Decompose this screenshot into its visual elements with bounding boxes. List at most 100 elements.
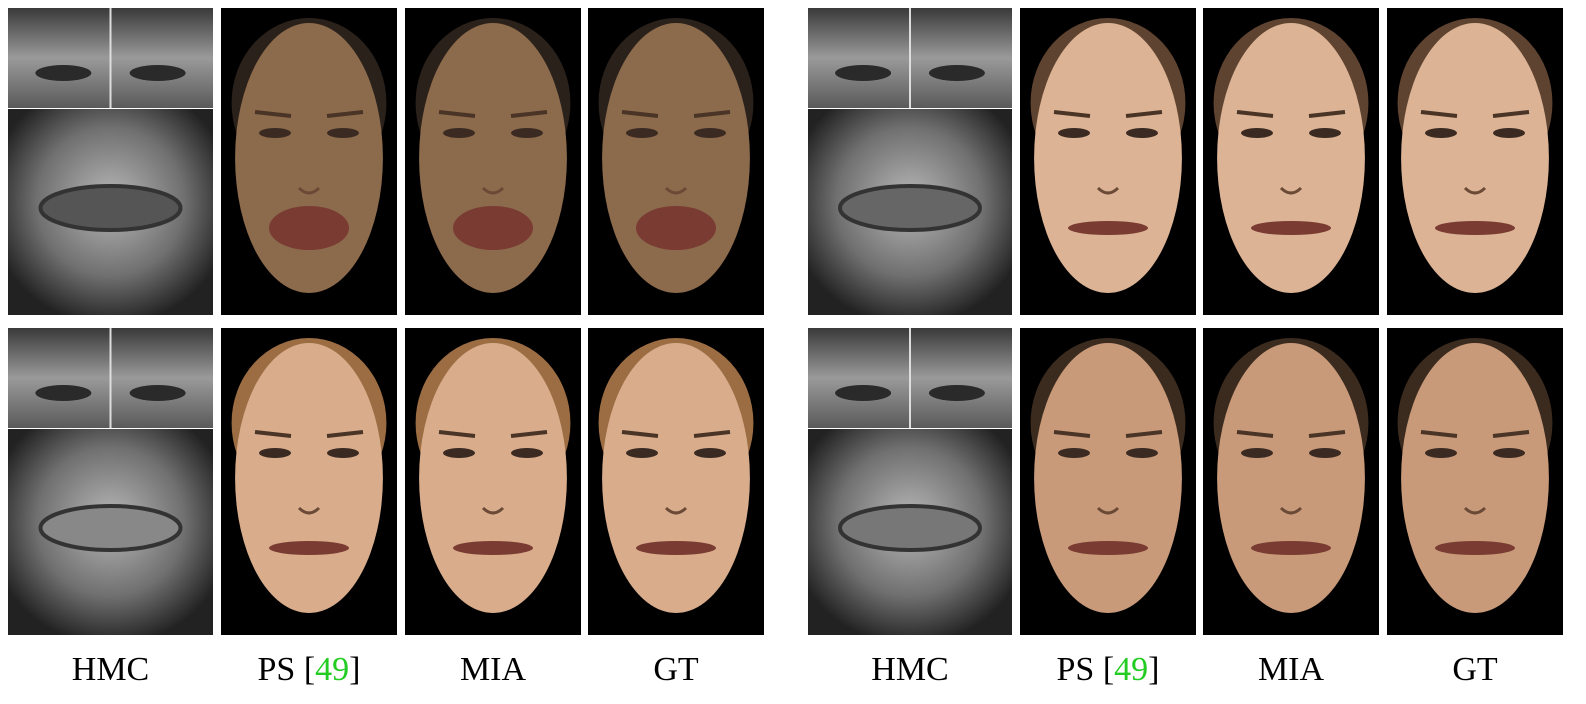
eye <box>626 128 658 138</box>
hmc-mouth <box>38 504 183 552</box>
citation-link[interactable]: 49 <box>1114 651 1148 688</box>
eye <box>511 448 543 458</box>
nose <box>297 186 321 195</box>
face <box>1217 343 1365 613</box>
eye <box>1126 128 1158 138</box>
panels <box>8 8 1563 635</box>
caption: GT <box>653 651 699 688</box>
nose <box>1096 186 1120 195</box>
eye <box>511 128 543 138</box>
caption: PS [49] <box>1057 651 1160 688</box>
citation-link[interactable]: 49 <box>315 651 349 688</box>
brow <box>693 110 731 118</box>
mouth <box>636 541 716 555</box>
hmc-eye <box>928 385 985 401</box>
hmc-eye <box>835 385 892 401</box>
eye <box>1493 128 1525 138</box>
brow <box>326 110 364 118</box>
nose <box>1279 186 1303 195</box>
eye <box>327 128 359 138</box>
mouth <box>1251 221 1331 235</box>
eye <box>1425 448 1457 458</box>
brow <box>1125 430 1163 438</box>
eye <box>1241 128 1273 138</box>
eye <box>1241 448 1273 458</box>
mouth <box>1068 541 1148 555</box>
hmc-mouth <box>838 504 982 552</box>
hmc-eye <box>835 65 892 81</box>
brow <box>1236 430 1274 438</box>
face <box>419 23 567 293</box>
brow <box>438 110 476 118</box>
caption: MIA <box>460 651 527 688</box>
nose <box>664 186 688 195</box>
nose <box>481 506 505 515</box>
eye <box>443 128 475 138</box>
face <box>1034 343 1182 613</box>
nose <box>297 506 321 515</box>
hmc-mouth <box>838 184 982 232</box>
hmc-eye <box>928 65 985 81</box>
hmc-eye <box>35 385 92 401</box>
mouth <box>453 206 533 250</box>
caption-part: PS [ <box>1057 651 1115 688</box>
caption: MIA <box>1258 651 1325 688</box>
brow <box>510 430 548 438</box>
eye <box>259 128 291 138</box>
brow <box>1053 110 1091 118</box>
brow <box>1492 110 1530 118</box>
mouth <box>636 206 716 250</box>
nose <box>1279 506 1303 515</box>
brow <box>1308 110 1346 118</box>
nose <box>481 186 505 195</box>
hmc-eye <box>35 65 92 81</box>
face <box>235 23 383 293</box>
caption: HMC <box>72 651 149 688</box>
eye <box>327 448 359 458</box>
mouth <box>1435 541 1515 555</box>
mouth <box>1251 541 1331 555</box>
brow <box>1125 110 1163 118</box>
brow <box>326 430 364 438</box>
eye <box>1493 448 1525 458</box>
mouth <box>1435 221 1515 235</box>
eye <box>1058 128 1090 138</box>
eye <box>1425 128 1457 138</box>
face <box>602 343 750 613</box>
mouth <box>269 541 349 555</box>
eye <box>1309 128 1341 138</box>
mouth <box>453 541 533 555</box>
nose <box>1096 506 1120 515</box>
captions: HMC PS [49] MIA GT HMC PS [49] MIA GT <box>72 651 1498 688</box>
hmc-mouth <box>38 184 183 232</box>
mouth <box>1068 221 1148 235</box>
face <box>1401 23 1549 293</box>
caption: PS [49] <box>258 651 361 688</box>
eye <box>694 448 726 458</box>
hmc-eye <box>129 65 186 81</box>
face <box>1401 343 1549 613</box>
brow <box>621 110 659 118</box>
eye <box>259 448 291 458</box>
face <box>602 23 750 293</box>
brow <box>1236 110 1274 118</box>
nose <box>1463 506 1487 515</box>
nose <box>664 506 688 515</box>
brow <box>254 110 292 118</box>
caption: HMC <box>871 651 948 688</box>
brow <box>1053 430 1091 438</box>
eye <box>1309 448 1341 458</box>
brow <box>1492 430 1530 438</box>
brow <box>1308 430 1346 438</box>
eye <box>694 128 726 138</box>
brow <box>1420 430 1458 438</box>
face <box>419 343 567 613</box>
caption-part: ] <box>349 651 360 688</box>
brow <box>254 430 292 438</box>
hmc-eye <box>129 385 186 401</box>
face <box>1034 23 1182 293</box>
face <box>1217 23 1365 293</box>
brow <box>510 110 548 118</box>
